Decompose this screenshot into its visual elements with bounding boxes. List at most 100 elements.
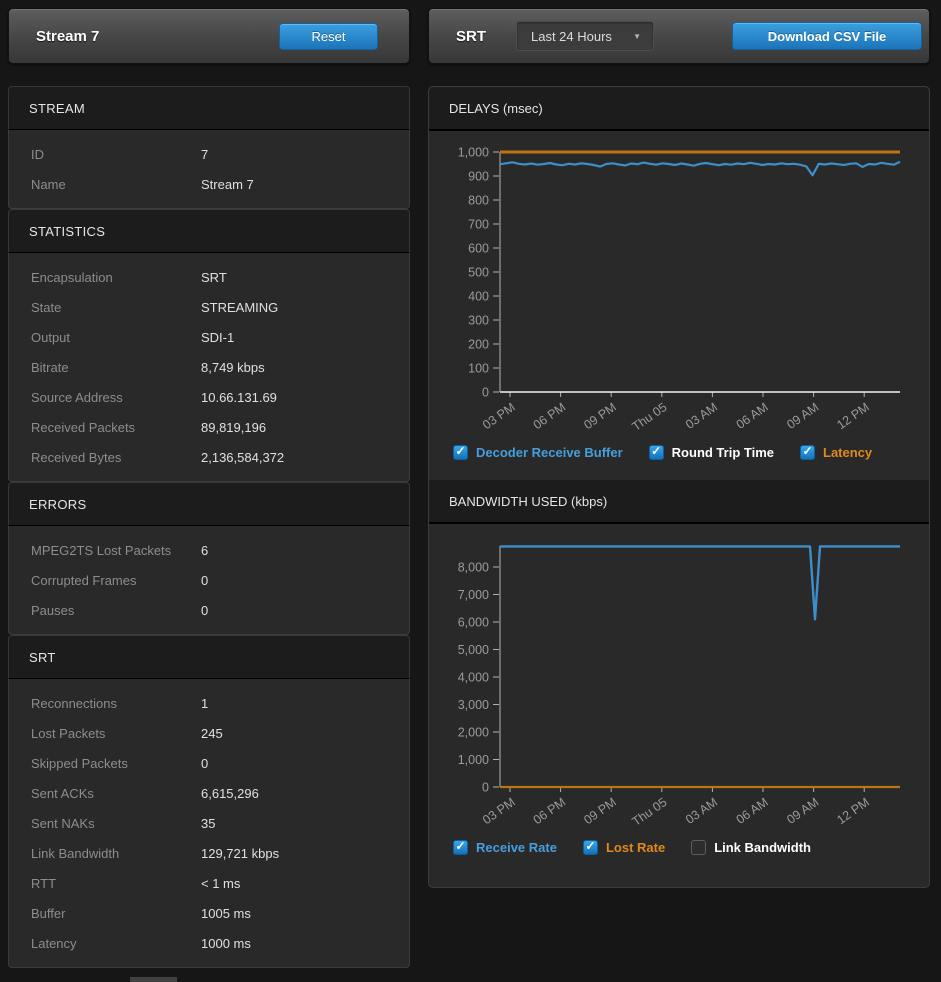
y-tick-label: 3,000 xyxy=(458,698,489,712)
stat-label: Sent ACKs xyxy=(9,786,94,801)
stat-label: Output xyxy=(9,330,70,345)
stat-label: Sent NAKs xyxy=(9,816,95,831)
y-tick-label: 700 xyxy=(468,218,489,232)
stat-row: MPEG2TS Lost Packets6 xyxy=(9,535,409,565)
stat-label: Name xyxy=(9,177,66,192)
legend-label-decoder-receive-buffer[interactable]: Decoder Receive Buffer xyxy=(476,445,623,460)
legend-label-latency[interactable]: Latency xyxy=(823,445,872,460)
section-body: EncapsulationSRTStateSTREAMINGOutputSDI-… xyxy=(8,253,410,482)
stat-value: 89,819,196 xyxy=(201,420,266,435)
y-tick-label: 5,000 xyxy=(458,643,489,657)
stat-value: 0 xyxy=(201,756,208,771)
stat-value: 35 xyxy=(201,816,215,831)
y-tick-label: 1,000 xyxy=(458,146,489,160)
stream-title: Stream 7 xyxy=(36,28,99,45)
stat-row: Received Bytes2,136,584,372 xyxy=(9,442,409,472)
section-title: STREAM xyxy=(8,86,410,130)
srt-title: SRT xyxy=(456,28,486,45)
stat-value: 10.66.131.69 xyxy=(201,390,277,405)
stat-label: Link Bandwidth xyxy=(9,846,119,861)
charts-panel: DELAYS (msec) 01002003004005006007008009… xyxy=(428,86,930,888)
section-title: SRT xyxy=(8,635,410,679)
stat-value: 2,136,584,372 xyxy=(201,450,284,465)
stat-label: Buffer xyxy=(9,906,65,921)
stat-label: Latency xyxy=(9,936,77,951)
stat-value: SRT xyxy=(201,270,227,285)
section-title: STATISTICS xyxy=(8,209,410,253)
y-tick-label: 1,000 xyxy=(458,753,489,767)
bandwidth-legend: Receive Rate Lost Rate Link Bandwidth xyxy=(429,840,929,855)
stat-value: 1000 ms xyxy=(201,936,251,951)
stat-label: Skipped Packets xyxy=(9,756,128,771)
stat-value: 6 xyxy=(201,543,208,558)
stat-row: Received Packets89,819,196 xyxy=(9,412,409,442)
delays-chart-title: DELAYS (msec) xyxy=(429,87,929,131)
legend-label-link-bandwidth[interactable]: Link Bandwidth xyxy=(714,840,811,855)
stat-value: 8,749 kbps xyxy=(201,360,265,375)
stat-row: NameStream 7 xyxy=(9,169,409,199)
x-tick-label: 12 PM xyxy=(834,795,872,827)
checkbox-decoder-receive-buffer[interactable] xyxy=(453,445,468,460)
bandwidth-chart: 01,0002,0003,0004,0005,0006,0007,0008,00… xyxy=(429,524,929,834)
section-srt: SRTReconnections1Lost Packets245Skipped … xyxy=(8,635,410,968)
bandwidth-chart-title: BANDWIDTH USED (kbps) xyxy=(429,480,929,524)
y-tick-label: 400 xyxy=(468,290,489,304)
section-title: ERRORS xyxy=(8,482,410,526)
checkbox-link-bandwidth[interactable] xyxy=(691,840,706,855)
stat-row: Corrupted Frames0 xyxy=(9,565,409,595)
stat-row: Buffer1005 ms xyxy=(9,898,409,928)
reset-button[interactable]: Reset xyxy=(279,23,378,50)
section-stream: STREAM ID 7 NameStream 7 xyxy=(8,86,410,209)
y-tick-label: 4,000 xyxy=(458,671,489,685)
x-tick-label: 09 AM xyxy=(784,400,821,432)
y-tick-label: 0 xyxy=(482,386,489,400)
legend-label-lost-rate[interactable]: Lost Rate xyxy=(606,840,665,855)
time-range-select[interactable]: Last 24 Hours ▼ xyxy=(516,21,654,51)
y-tick-label: 6,000 xyxy=(458,616,489,630)
stat-row: Link Bandwidth129,721 kbps xyxy=(9,838,409,868)
checkbox-round-trip-time[interactable] xyxy=(649,445,664,460)
x-tick-label: 03 AM xyxy=(683,795,720,827)
stat-value: 7 xyxy=(201,147,208,162)
x-tick-label: 09 PM xyxy=(581,795,619,827)
legend-label-receive-rate[interactable]: Receive Rate xyxy=(476,840,557,855)
x-tick-label: 06 AM xyxy=(734,795,771,827)
x-tick-label: 03 PM xyxy=(480,400,518,432)
y-tick-label: 7,000 xyxy=(458,588,489,602)
y-tick-label: 800 xyxy=(468,194,489,208)
y-tick-label: 500 xyxy=(468,266,489,280)
stat-value: 245 xyxy=(201,726,223,741)
stat-label: Reconnections xyxy=(9,696,117,711)
delays-legend: Decoder Receive Buffer Round Trip Time Lat… xyxy=(429,445,929,460)
y-tick-label: 100 xyxy=(468,362,489,376)
stat-row: EncapsulationSRT xyxy=(9,262,409,292)
chevron-down-icon: ▼ xyxy=(633,32,641,41)
stat-row: Bitrate 8,749 kbps xyxy=(9,352,409,382)
checkbox-latency[interactable] xyxy=(800,445,815,460)
stat-label: State xyxy=(9,300,61,315)
section-body: MPEG2TS Lost Packets6Corrupted Frames0 Pa… xyxy=(8,526,410,635)
legend-item-latency: Latency xyxy=(800,445,872,460)
checkbox-receive-rate[interactable] xyxy=(453,840,468,855)
x-tick-label: 03 PM xyxy=(480,795,518,827)
x-tick-label: 06 AM xyxy=(734,400,771,432)
section-body: ID 7 NameStream 7 xyxy=(8,130,410,209)
x-tick-label: Thu 05 xyxy=(630,400,670,434)
legend-item-decoder-receive-buffer: Decoder Receive Buffer xyxy=(453,445,623,460)
x-tick-label: 09 PM xyxy=(581,400,619,432)
stat-value: 1 xyxy=(201,696,208,711)
stat-row: StateSTREAMING xyxy=(9,292,409,322)
stat-label: Pauses xyxy=(9,603,74,618)
checkbox-lost-rate[interactable] xyxy=(583,840,598,855)
legend-item-lost-rate: Lost Rate xyxy=(583,840,665,855)
y-tick-label: 200 xyxy=(468,338,489,352)
download-csv-button[interactable]: Download CSV File xyxy=(732,22,922,50)
legend-item-round-trip-time: Round Trip Time xyxy=(649,445,774,460)
y-tick-label: 2,000 xyxy=(458,726,489,740)
legend-label-round-trip-time[interactable]: Round Trip Time xyxy=(672,445,774,460)
stat-row: Sent NAKs 35 xyxy=(9,808,409,838)
stat-value: 0 xyxy=(201,573,208,588)
stat-label: Bitrate xyxy=(9,360,69,375)
stat-label: ID xyxy=(9,147,44,162)
stat-row: Skipped Packets 0 xyxy=(9,748,409,778)
